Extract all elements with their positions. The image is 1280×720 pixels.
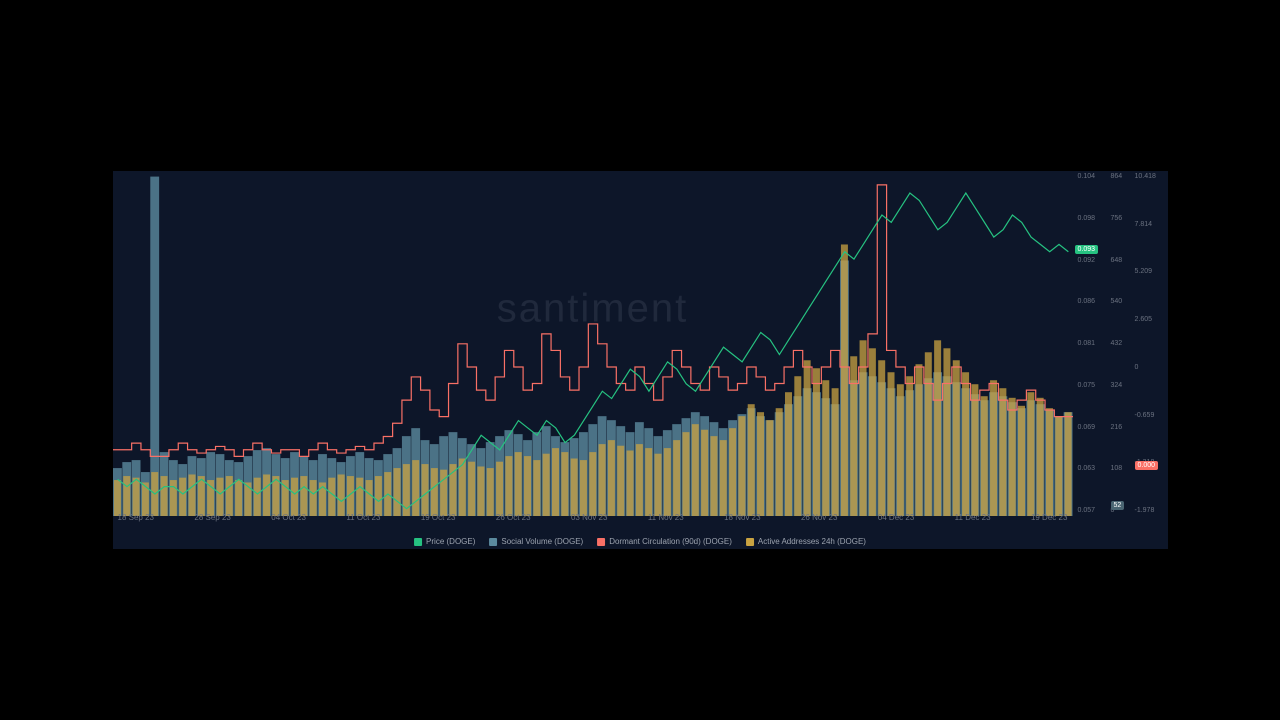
x-tick: 11 Dec 23 [955,513,991,527]
y-tick: 0 [1135,364,1165,371]
x-axis: 18 Sep 23 28 Sep 23 04 Oct 23 11 Oct 23 19 O… [113,513,1073,527]
x-tick: 18 Nov 23 [724,513,760,527]
legend-label: Dormant Circulation (90d) (DOGE) [609,537,732,546]
x-tick: 18 Sep 23 [118,513,154,527]
plot-area[interactable]: santiment [113,171,1073,516]
legend[interactable]: Price (DOGE) Social Volume (DOGE) Dormant … [414,537,866,546]
legend-item[interactable]: Dormant Circulation (90d) (DOGE) [597,537,732,546]
y-tick: 0.081 [1078,340,1108,347]
legend-item[interactable]: Active Addresses 24h (DOGE) [746,537,866,546]
x-tick: 04 Oct 23 [271,513,306,527]
axis-badge: 0.000 [1135,461,1159,470]
legend-item[interactable]: Social Volume (DOGE) [489,537,583,546]
y-tick: 0.086 [1078,298,1108,305]
x-tick: 26 Oct 23 [496,513,531,527]
y-tick: 5.209 [1135,268,1165,275]
x-tick: 28 Sep 23 [194,513,230,527]
legend-swatch [746,538,754,546]
y-tick: 0.063 [1078,465,1108,472]
y-tick: 2.605 [1135,316,1165,323]
y-tick: 0.098 [1078,215,1108,222]
x-tick: 04 Dec 23 [878,513,914,527]
x-tick: 19 Oct 23 [421,513,456,527]
y-tick: 0.104 [1078,173,1108,180]
y-tick: 0.057 [1078,507,1108,514]
y-tick: -0.659 [1135,412,1165,419]
axis-badge: 0.093 [1075,245,1099,254]
x-tick: 19 Dec 23 [1031,513,1067,527]
chart-svg [113,171,1073,516]
y-tick: 0.069 [1078,424,1108,431]
y-tick: 0.075 [1078,382,1108,389]
x-tick: 11 Nov 23 [648,513,684,527]
chart-container: santiment 18 Sep 23 28 Sep 23 04 Oct 23 11 … [113,171,1168,549]
y-tick: 0.092 [1078,257,1108,264]
y-tick: 10.418 [1135,173,1165,180]
legend-swatch [489,538,497,546]
x-tick: 26 Nov 23 [801,513,837,527]
legend-label: Social Volume (DOGE) [501,537,583,546]
x-tick: 11 Oct 23 [346,513,380,527]
legend-swatch [597,538,605,546]
axis-badge: 52 [1111,501,1125,510]
legend-label: Price (DOGE) [426,537,475,546]
legend-item[interactable]: Price (DOGE) [414,537,475,546]
x-tick: 03 Nov 23 [571,513,607,527]
y-tick: 7.814 [1135,221,1165,228]
legend-label: Active Addresses 24h (DOGE) [758,537,866,546]
y-tick: -1.978 [1135,507,1165,514]
y-axis-price: 0.104 0.098 0.092 0.086 0.081 0.075 0.069 0.063… [1078,171,1108,516]
legend-swatch [414,538,422,546]
